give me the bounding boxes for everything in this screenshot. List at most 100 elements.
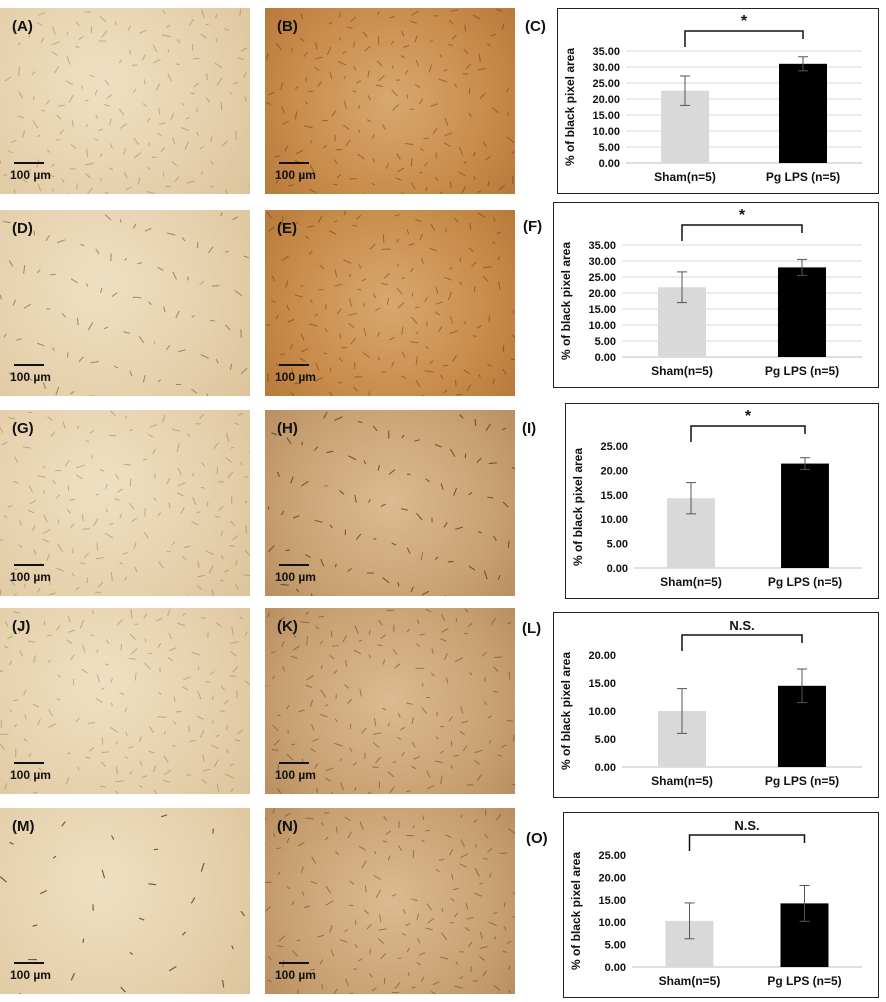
scale-bar-label: 100 µm: [275, 168, 316, 182]
y-tick-label: 20.00: [600, 465, 628, 477]
scale-bar-label: 100 µm: [10, 168, 51, 182]
x-tick-label: Pg LPS (n=5): [768, 575, 842, 589]
chart-panel-label: (I): [522, 420, 536, 437]
micrograph-panel: (M) 100 µm: [0, 808, 250, 994]
panel-label: (D): [12, 220, 33, 237]
y-tick-label: 5.00: [595, 336, 616, 348]
micrograph-panel: (H) 100 µm: [265, 410, 515, 596]
significance-label: *: [739, 207, 746, 224]
panel-label: (M): [12, 818, 35, 835]
micrograph-panel: (E) 100 µm: [265, 210, 515, 396]
y-tick-label: 0.00: [595, 762, 616, 774]
y-tick-label: 30.00: [588, 256, 616, 268]
scale-bar: [14, 962, 44, 964]
x-tick-label: Pg LPS (n=5): [767, 974, 841, 988]
panel-label: (G): [12, 420, 34, 437]
micrograph-texture: [0, 8, 250, 194]
micrograph-texture: [265, 210, 515, 396]
panel-label: (E): [277, 220, 297, 237]
micrograph-texture: [0, 210, 250, 396]
x-tick-label: Sham(n=5): [651, 774, 713, 788]
micrograph-panel: (K)100 µm: [265, 608, 515, 794]
x-tick-label: Sham(n=5): [654, 170, 716, 184]
panel-label: (A): [12, 18, 33, 35]
micrograph-texture: [0, 608, 250, 794]
bar: [778, 267, 826, 357]
y-axis-label: % of black pixel area: [559, 652, 573, 770]
x-tick-label: Sham(n=5): [651, 364, 713, 378]
micrograph-panel: (G) 100 µm: [0, 410, 250, 596]
significance-bracket: [685, 31, 803, 47]
micrograph-texture: [0, 410, 250, 596]
micrograph-panel: (N)100 µm: [265, 808, 515, 994]
scale-bar: [279, 962, 309, 964]
bar-chart-svg: % of black pixel area0.005.0010.0015.002…: [566, 404, 878, 598]
y-tick-label: 5.00: [595, 734, 616, 746]
y-tick-label: 35.00: [588, 240, 616, 252]
y-tick-label: 0.00: [607, 563, 628, 575]
y-tick-label: 15.00: [588, 304, 616, 316]
micrograph-panel: (A) 100 µm: [0, 8, 250, 194]
chart-panel-label: (C): [525, 18, 546, 35]
panel-label: (J): [12, 618, 30, 635]
significance-label: N.S.: [729, 618, 754, 633]
y-tick-label: 25.00: [598, 850, 626, 862]
x-tick-label: Sham(n=5): [659, 974, 721, 988]
micrograph-texture: [265, 8, 515, 194]
micrograph-panel: (D)100 µm: [0, 210, 250, 396]
y-tick-label: 20.00: [588, 650, 616, 662]
micrograph-panel: (J)100 µm: [0, 608, 250, 794]
y-tick-label: 15.00: [592, 110, 620, 122]
bar-chart-svg: % of black pixel area 0.00 5.00 10.00 15.00 2…: [554, 203, 878, 387]
y-tick-label: 25.00: [600, 441, 628, 453]
significance-bracket: [691, 426, 805, 442]
y-tick-label: 5.00: [607, 539, 628, 551]
y-tick-label: 20.00: [588, 288, 616, 300]
y-axis-label: % of black pixel area: [569, 852, 583, 970]
y-tick-label: 30.00: [592, 62, 620, 74]
y-tick-label: 25.00: [592, 78, 620, 90]
y-axis-label: % of black pixel area: [559, 242, 573, 360]
scale-bar: [14, 364, 44, 366]
y-tick-label: 5.00: [605, 940, 626, 952]
chart-panel-label: (F): [523, 218, 542, 235]
micrograph-panel: (B) 100 µm: [265, 8, 515, 194]
y-tick-label: 20.00: [598, 872, 626, 884]
micrograph-texture: [265, 808, 515, 994]
scale-bar-label: 100 µm: [10, 968, 51, 982]
y-tick-label: 0.00: [605, 962, 626, 974]
x-tick-label: Pg LPS (n=5): [765, 774, 839, 788]
significance-bracket: [682, 225, 802, 241]
x-tick-label: Sham(n=5): [660, 575, 722, 589]
scale-bar-label: 100 µm: [275, 570, 316, 584]
chart-panel-label: (O): [526, 830, 548, 847]
y-tick-label: 15.00: [600, 490, 628, 502]
y-tick-label: 0.00: [599, 158, 620, 170]
y-axis-label: % of black pixel area: [563, 48, 577, 166]
scale-bar-label: 100 µm: [275, 370, 316, 384]
scale-bar: [279, 364, 309, 366]
bar: [781, 464, 829, 568]
panel-label: (K): [277, 618, 298, 635]
scale-bar-label: 100 µm: [10, 570, 51, 584]
scale-bar: [279, 162, 309, 164]
y-tick-label: 10.00: [588, 320, 616, 332]
significance-bracket: [682, 635, 802, 651]
panel-label: (H): [277, 420, 298, 437]
panel-label: (B): [277, 18, 298, 35]
y-tick-label: 35.00: [592, 46, 620, 58]
significance-label: N.S.: [734, 818, 759, 833]
y-tick-label: 15.00: [598, 895, 626, 907]
chart-panel-label: (L): [522, 620, 541, 637]
y-tick-label: 5.00: [599, 142, 620, 154]
scale-bar: [279, 762, 309, 764]
y-tick-label: 25.00: [588, 272, 616, 284]
scale-bar: [14, 162, 44, 164]
y-tick-label: 0.00: [595, 352, 616, 364]
micrograph-texture: [265, 410, 515, 596]
